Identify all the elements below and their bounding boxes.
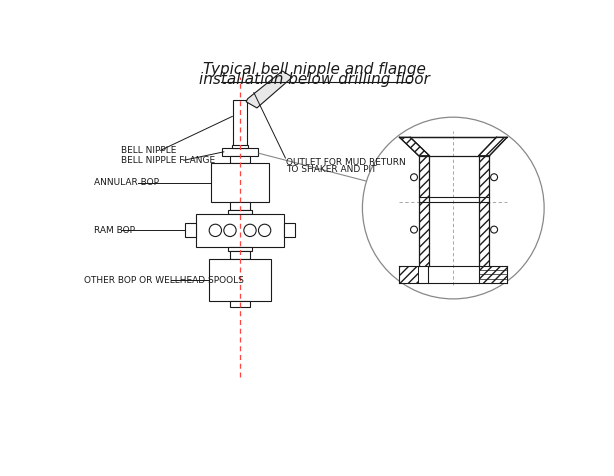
Bar [228,247,252,251]
Text: BELL NIPPLE FLANGE: BELL NIPPLE FLANGE [120,156,215,165]
Bar [222,148,258,156]
Polygon shape [399,137,429,156]
Bar [230,156,250,163]
Text: RAM BOP: RAM BOP [94,226,134,235]
Text: ANNULAR BOP: ANNULAR BOP [94,178,158,187]
Circle shape [209,224,222,237]
Circle shape [244,224,256,237]
Circle shape [411,174,418,181]
Bar [419,156,429,266]
Bar [230,301,250,307]
Bar [429,156,479,266]
Bar [399,266,418,283]
Bar [233,100,247,147]
Circle shape [491,174,497,181]
Circle shape [411,226,418,233]
Bar [230,251,250,259]
Bar [232,145,247,148]
Polygon shape [246,71,292,108]
Bar [228,209,252,214]
Bar [479,266,507,283]
Bar [479,156,489,266]
Bar [209,259,271,301]
Text: Typical bell nipple and flange: Typical bell nipple and flange [203,62,426,77]
Circle shape [362,117,544,299]
Bar [230,202,250,209]
Circle shape [258,224,271,237]
Text: OTHER BOP OR WELLHEAD SPOOLS: OTHER BOP OR WELLHEAD SPOOLS [85,276,244,285]
Text: TO SHAKER AND PIT: TO SHAKER AND PIT [286,165,376,174]
Bar [284,223,295,238]
Bar [428,266,479,283]
Text: installation below drilling floor: installation below drilling floor [199,72,430,87]
Bar [211,163,269,202]
Circle shape [224,224,236,237]
Polygon shape [479,137,507,156]
Text: BELL NIPPLE: BELL NIPPLE [120,146,176,155]
Text: OUTLET FOR MUD RETURN: OUTLET FOR MUD RETURN [286,158,406,167]
Bar [196,214,284,247]
Bar [185,223,196,238]
Circle shape [491,226,497,233]
